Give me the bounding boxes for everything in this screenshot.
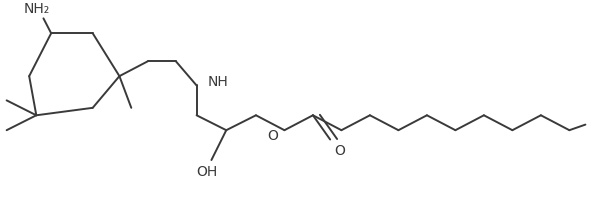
Text: NH: NH — [207, 75, 228, 89]
Text: NH₂: NH₂ — [23, 2, 49, 16]
Text: O: O — [268, 129, 278, 143]
Text: O: O — [334, 144, 345, 158]
Text: OH: OH — [196, 165, 218, 179]
